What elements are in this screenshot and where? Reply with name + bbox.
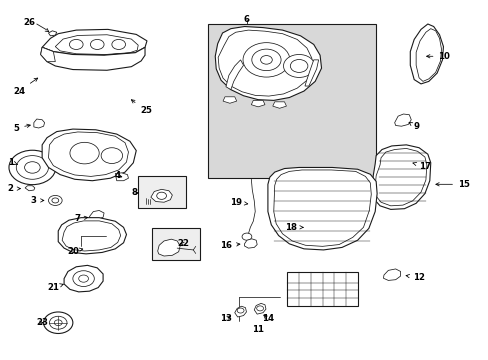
Polygon shape xyxy=(151,189,172,202)
Polygon shape xyxy=(25,186,35,191)
Text: 23: 23 xyxy=(36,318,48,327)
Text: 24: 24 xyxy=(13,78,38,95)
Polygon shape xyxy=(48,31,57,36)
Polygon shape xyxy=(254,303,265,314)
Text: 3: 3 xyxy=(31,196,44,205)
Polygon shape xyxy=(115,173,128,181)
Text: 9: 9 xyxy=(408,122,418,131)
Circle shape xyxy=(243,42,289,77)
Text: 26: 26 xyxy=(23,18,35,27)
Polygon shape xyxy=(371,145,430,210)
Circle shape xyxy=(90,40,104,49)
Polygon shape xyxy=(41,47,145,70)
Text: 14: 14 xyxy=(261,314,273,323)
Polygon shape xyxy=(42,129,136,181)
Polygon shape xyxy=(42,30,147,55)
Polygon shape xyxy=(267,167,376,250)
Circle shape xyxy=(48,195,62,206)
Text: 19: 19 xyxy=(229,198,247,207)
Text: 4: 4 xyxy=(114,171,122,180)
Text: 18: 18 xyxy=(284,223,303,232)
Polygon shape xyxy=(394,114,410,126)
Text: 22: 22 xyxy=(177,239,189,248)
Polygon shape xyxy=(158,239,180,256)
Text: 6: 6 xyxy=(244,15,249,24)
Text: 7: 7 xyxy=(75,214,87,223)
Text: 17: 17 xyxy=(412,162,430,171)
Polygon shape xyxy=(244,239,257,248)
Text: 13: 13 xyxy=(220,314,231,323)
Text: 15: 15 xyxy=(435,180,469,189)
Circle shape xyxy=(242,233,251,240)
Text: 16: 16 xyxy=(220,241,240,250)
Bar xyxy=(138,176,185,208)
Text: 2: 2 xyxy=(7,184,20,193)
Text: 12: 12 xyxy=(405,273,424,282)
Polygon shape xyxy=(305,60,318,86)
Polygon shape xyxy=(234,306,246,317)
Polygon shape xyxy=(223,97,236,103)
Polygon shape xyxy=(400,154,409,165)
Polygon shape xyxy=(58,218,126,254)
Text: 5: 5 xyxy=(13,123,30,132)
Bar xyxy=(207,24,375,178)
Bar xyxy=(287,272,357,306)
Text: 25: 25 xyxy=(131,100,152,115)
Circle shape xyxy=(112,40,125,49)
Polygon shape xyxy=(89,211,104,220)
Text: 1: 1 xyxy=(8,158,17,167)
Polygon shape xyxy=(409,24,443,84)
Polygon shape xyxy=(64,265,103,292)
Text: 10: 10 xyxy=(426,52,449,61)
Polygon shape xyxy=(225,60,243,90)
Polygon shape xyxy=(41,47,55,62)
Circle shape xyxy=(283,54,314,77)
Polygon shape xyxy=(272,102,286,108)
Polygon shape xyxy=(383,269,400,280)
Circle shape xyxy=(9,150,56,185)
Text: 11: 11 xyxy=(252,325,264,334)
Bar xyxy=(152,228,199,260)
Circle shape xyxy=(403,150,409,154)
Circle shape xyxy=(69,40,83,49)
Text: 8: 8 xyxy=(132,188,138,197)
Text: 21: 21 xyxy=(47,283,63,292)
Polygon shape xyxy=(251,100,264,107)
Text: 20: 20 xyxy=(67,247,82,256)
Circle shape xyxy=(43,312,73,333)
Polygon shape xyxy=(215,27,321,100)
Polygon shape xyxy=(34,119,44,128)
